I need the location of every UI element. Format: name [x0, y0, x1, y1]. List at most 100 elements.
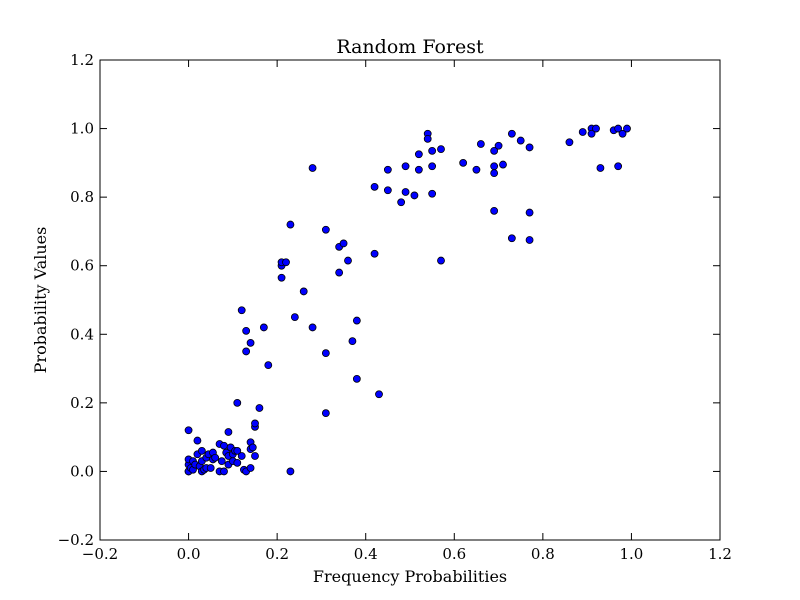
data-point: [264, 361, 273, 370]
y-tick-label: −0.2: [58, 531, 94, 549]
data-point: [259, 323, 268, 332]
x-tick-label: 0.4: [354, 545, 378, 563]
data-point: [321, 225, 330, 234]
data-point: [344, 256, 352, 265]
y-axis-label: Probability Values: [31, 227, 50, 374]
data-point: [401, 162, 410, 171]
data-point: [507, 129, 516, 138]
data-point: [414, 150, 423, 159]
data-point: [352, 374, 361, 383]
data-point: [321, 349, 330, 358]
ticks-layer: −0.2 0.0 0.2 0.4 0.6 0.8 1.0 1.2 −0.2 0.0 0.2 0.4 0.…: [58, 51, 732, 563]
data-point: [251, 452, 259, 460]
x-axis-label: Frequency Probabilities: [313, 567, 507, 586]
x-tick-label: 0.6: [442, 545, 466, 563]
data-point: [472, 165, 481, 174]
data-point: [224, 428, 233, 436]
x-tick-label: 0.2: [265, 545, 289, 563]
data-point: [248, 443, 257, 452]
data-point: [220, 441, 228, 450]
data-point: [490, 169, 499, 178]
chart-title: Random Forest: [336, 36, 484, 58]
data-point: [437, 256, 445, 265]
data-point: [383, 165, 392, 174]
data-point: [397, 198, 406, 207]
points-layer: [184, 124, 631, 476]
data-point: [494, 141, 503, 150]
y-tick-label: 1.2: [70, 51, 94, 69]
data-point: [410, 191, 419, 200]
data-point: [618, 129, 627, 138]
data-point: [507, 234, 516, 243]
data-point: [578, 128, 587, 136]
data-point: [217, 457, 226, 466]
data-point: [623, 124, 631, 133]
data-point: [308, 164, 317, 172]
data-point: [339, 239, 348, 248]
data-point: [184, 426, 193, 435]
data-point: [197, 446, 206, 455]
data-point: [525, 236, 534, 244]
y-tick-label: 0.4: [70, 325, 94, 343]
data-point: [242, 326, 251, 335]
y-tick-label: 0.8: [70, 188, 94, 206]
y-tick-label: 0.0: [70, 462, 94, 480]
data-point: [237, 306, 246, 315]
data-point: [383, 186, 392, 195]
data-point: [614, 162, 623, 171]
data-point: [414, 165, 423, 174]
data-point: [246, 464, 255, 472]
x-tick-label: 0.8: [531, 545, 555, 563]
data-point: [233, 446, 242, 455]
data-point: [499, 160, 507, 169]
data-point: [246, 338, 255, 347]
data-point: [565, 138, 574, 147]
data-point: [587, 129, 596, 138]
data-point: [490, 146, 499, 155]
data-point: [286, 467, 295, 476]
data-point: [237, 452, 246, 460]
data-point: [437, 145, 445, 154]
data-point: [490, 206, 499, 215]
data-point: [428, 162, 437, 171]
data-point: [193, 436, 202, 445]
data-point: [251, 419, 259, 428]
x-tick-label: 1.0: [619, 545, 643, 563]
data-point: [233, 398, 242, 407]
data-point: [220, 467, 228, 476]
data-point: [525, 208, 534, 217]
data-point: [308, 323, 317, 332]
data-point: [476, 140, 485, 148]
data-point: [335, 268, 344, 277]
data-point: [428, 146, 437, 155]
data-point: [459, 158, 468, 167]
plot-frame: [99, 59, 721, 541]
data-point: [423, 134, 432, 143]
data-point: [277, 273, 286, 282]
data-point: [614, 124, 623, 133]
data-point: [370, 182, 379, 191]
x-tick-label: 1.2: [708, 545, 732, 563]
data-point: [282, 258, 290, 267]
x-tick-label: 0.0: [177, 545, 201, 563]
y-tick-label: 0.6: [70, 257, 94, 275]
x-tick-label: −0.2: [82, 545, 118, 563]
data-point: [299, 287, 308, 296]
data-point: [290, 313, 299, 322]
data-point: [375, 390, 383, 399]
data-point: [596, 164, 605, 172]
data-point: [490, 162, 499, 171]
data-point: [516, 136, 525, 145]
data-point: [352, 316, 361, 325]
data-point: [321, 409, 330, 418]
data-point: [348, 337, 357, 346]
y-tick-label: 0.2: [70, 394, 94, 412]
data-point: [211, 453, 220, 462]
data-point: [401, 188, 410, 196]
data-point: [206, 464, 215, 472]
data-point: [233, 458, 242, 467]
data-point: [428, 189, 437, 198]
data-point: [255, 404, 264, 412]
